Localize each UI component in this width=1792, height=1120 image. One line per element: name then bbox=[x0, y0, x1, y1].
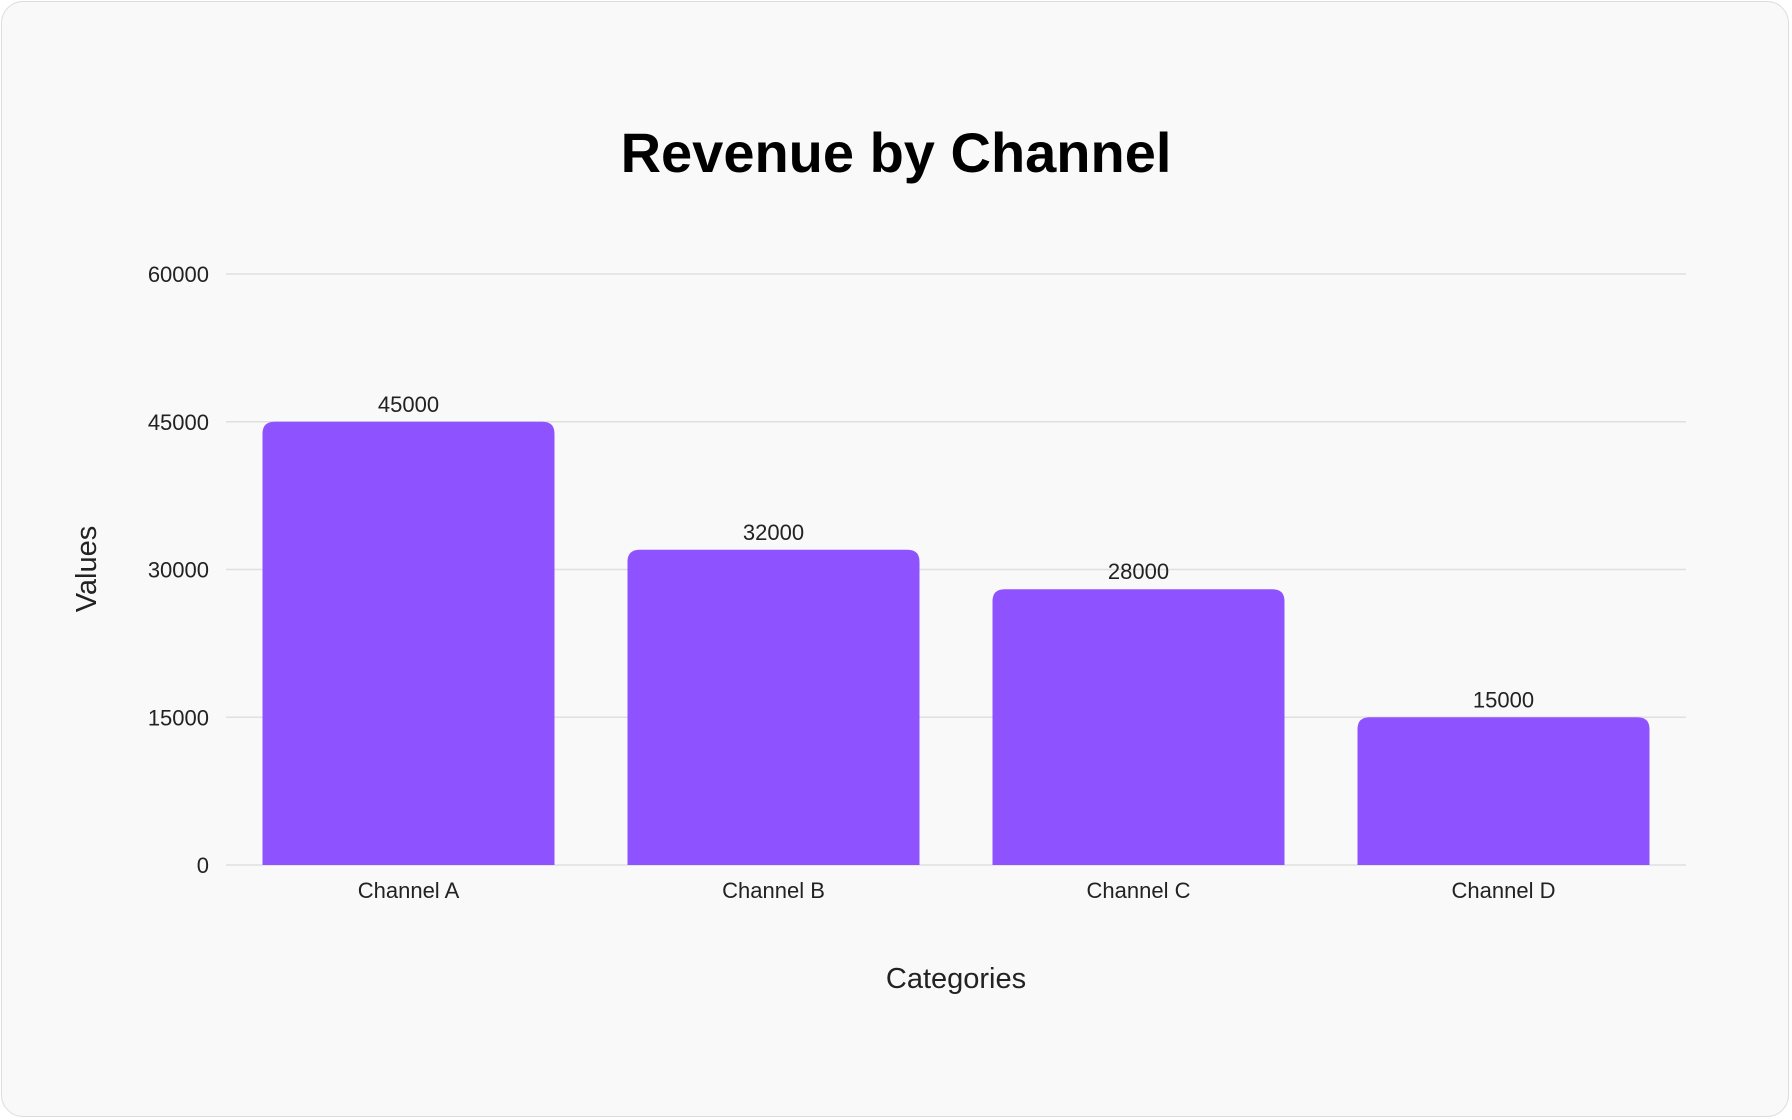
data-label: 15000 bbox=[1473, 687, 1534, 712]
x-tick-label: Channel C bbox=[1087, 878, 1191, 903]
bars: 45000 32000 28000 15000 bbox=[262, 392, 1650, 865]
bar bbox=[992, 589, 1285, 865]
x-tick-label: Channel B bbox=[722, 878, 825, 903]
x-tick-label: Channel D bbox=[1452, 878, 1556, 903]
bar bbox=[627, 549, 920, 865]
y-tick-label: 0 bbox=[197, 853, 209, 878]
y-tick-label: 45000 bbox=[148, 410, 209, 435]
y-tick-label: 15000 bbox=[148, 705, 209, 730]
bar bbox=[262, 421, 555, 865]
data-label: 28000 bbox=[1108, 559, 1169, 584]
y-axis-title: Values bbox=[71, 526, 103, 613]
x-tick-label: Channel A bbox=[358, 878, 460, 903]
x-axis-title: Categories bbox=[886, 963, 1026, 995]
y-axis-ticks: 0 15000 30000 45000 60000 bbox=[148, 262, 209, 878]
x-axis-ticks: Channel A Channel B Channel C Channel D bbox=[358, 878, 1556, 903]
y-tick-label: 30000 bbox=[148, 558, 209, 583]
bar bbox=[1357, 717, 1650, 865]
data-label: 32000 bbox=[743, 520, 804, 545]
data-label: 45000 bbox=[378, 392, 439, 417]
chart-title: Revenue by Channel bbox=[621, 121, 1172, 184]
y-tick-label: 60000 bbox=[148, 262, 209, 287]
